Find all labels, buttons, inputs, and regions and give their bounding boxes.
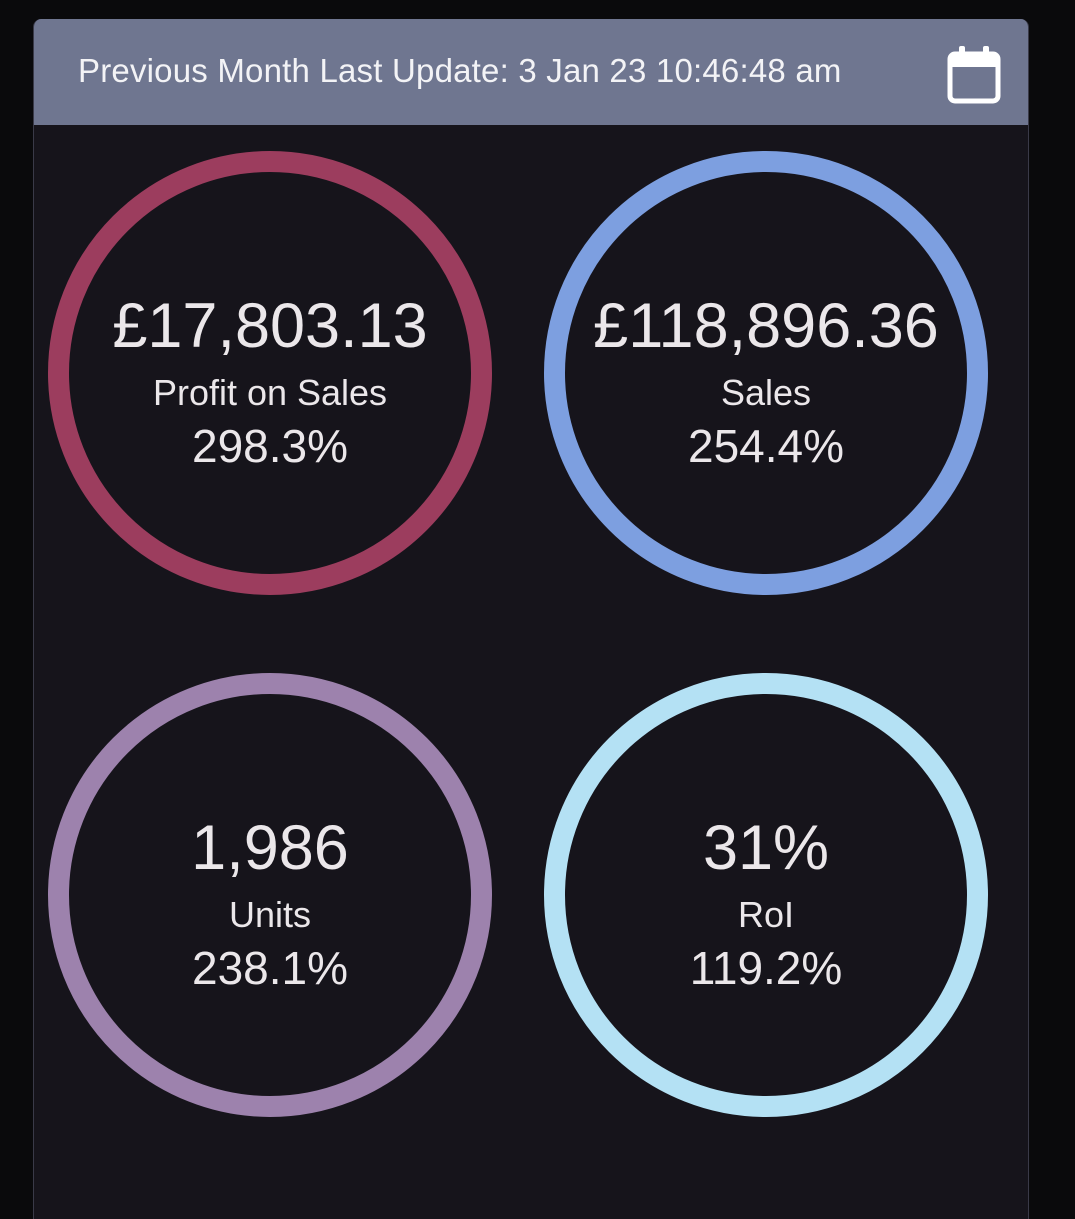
- kpi-value: 1,986: [191, 813, 349, 883]
- kpi-label: Units: [228, 894, 312, 935]
- kpi-circle-units[interactable]: 1,986 Units 238.1%: [48, 673, 492, 1117]
- kpi-value: 31%: [702, 813, 830, 883]
- kpi-change-percent: 254.4%: [687, 420, 844, 472]
- kpi-change-percent: 238.1%: [191, 942, 348, 994]
- header-title: Previous Month Last Update: 3 Jan 23 10:…: [78, 52, 842, 89]
- calendar-button[interactable]: [946, 45, 1002, 105]
- kpi-change-percent: 298.3%: [191, 420, 348, 472]
- kpi-label: RoI: [737, 894, 795, 935]
- kpi-circle-roi[interactable]: 31% RoI 119.2%: [544, 673, 988, 1117]
- kpi-value: £17,803.13: [112, 291, 428, 361]
- kpi-circle-sales[interactable]: £118,896.36 Sales 254.4%: [544, 151, 988, 595]
- kpi-circle-profit-on-sales[interactable]: £17,803.13 Profit on Sales 298.3%: [48, 151, 492, 595]
- kpi-label: Profit on Sales: [152, 372, 388, 413]
- card-header: Previous Month Last Update: 3 Jan 23 10:…: [34, 19, 1028, 125]
- kpi-label: Sales: [720, 372, 812, 413]
- previous-month-card: Previous Month Last Update: 3 Jan 23 10:…: [33, 19, 1029, 1219]
- kpi-change-percent: 119.2%: [689, 942, 843, 994]
- calendar-icon: [947, 46, 1001, 104]
- kpi-value: £118,896.36: [593, 291, 939, 361]
